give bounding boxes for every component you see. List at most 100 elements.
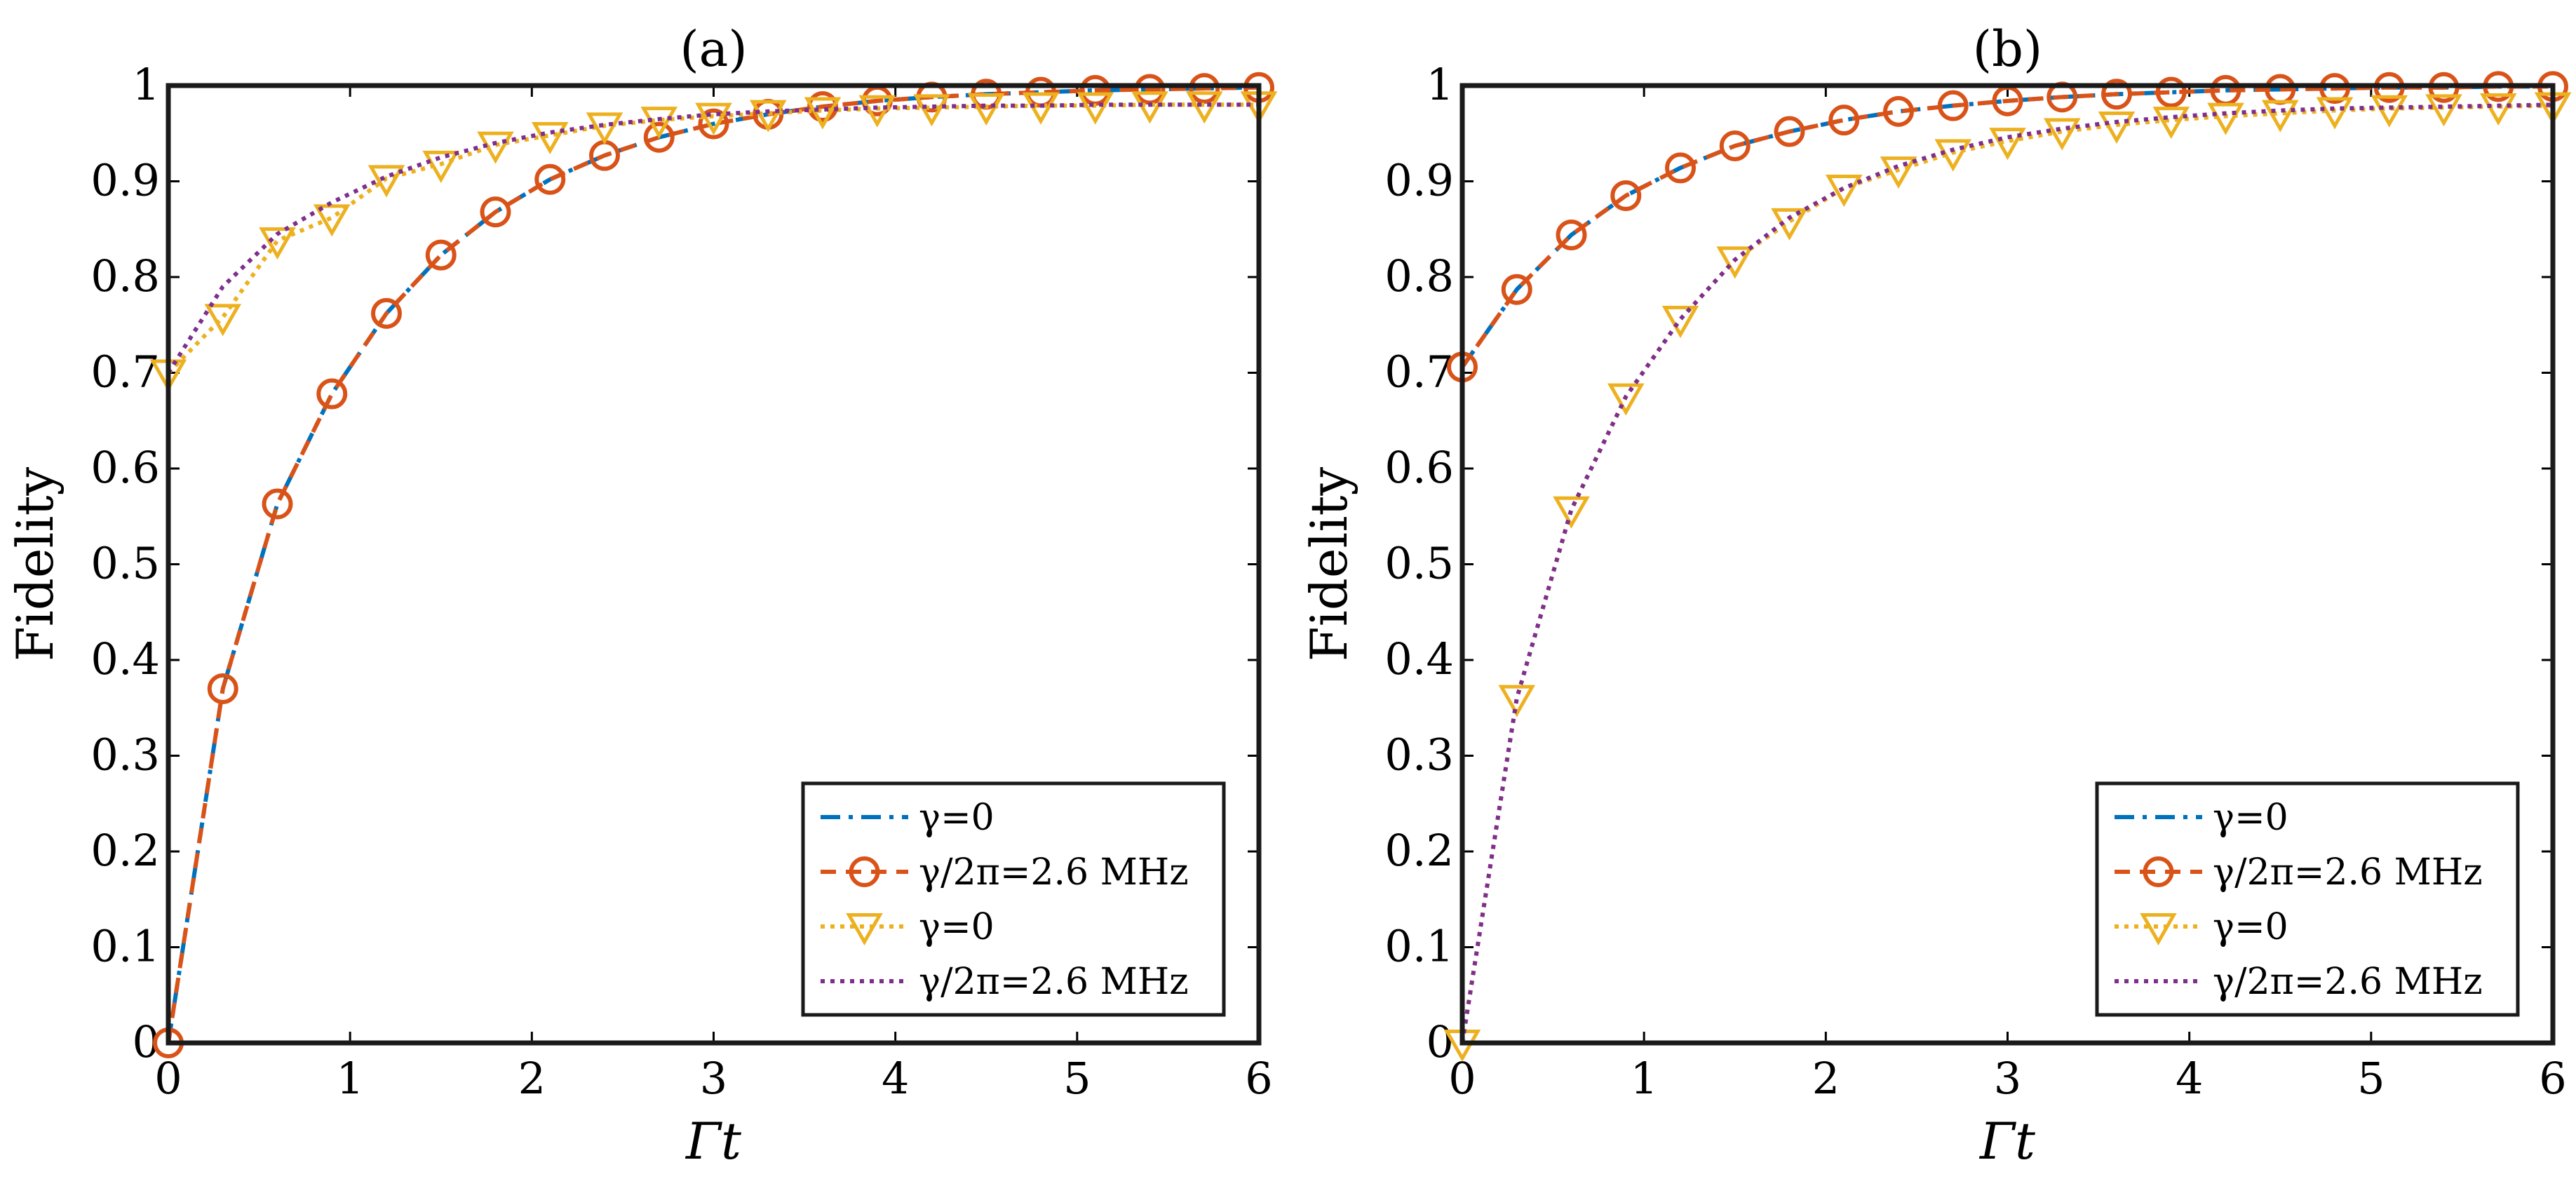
marker-triangle bbox=[1607, 383, 1645, 416]
y-tick-label: 0.2 bbox=[1384, 825, 1454, 876]
legend-marker-triangle bbox=[2140, 913, 2177, 946]
marker-triangle bbox=[422, 150, 460, 183]
marker-circle bbox=[643, 121, 675, 153]
marker-triangle bbox=[2098, 111, 2136, 144]
y-tick-label: 0.8 bbox=[90, 250, 160, 302]
legend-label-2: γ=0 bbox=[2213, 906, 2288, 948]
legend-label-0: γ=0 bbox=[2213, 797, 2288, 839]
marker-circle bbox=[1883, 95, 1914, 127]
legend-marker-triangle bbox=[846, 913, 883, 946]
y-tick-label: 0.7 bbox=[90, 346, 160, 398]
legend-label-3: γ/2π=2.6 MHz bbox=[2213, 961, 2483, 1003]
marker-triangle bbox=[749, 100, 787, 133]
y-tick-label: 0.3 bbox=[1384, 729, 1454, 781]
legend: γ=0 γ/2π=2.6 MHz γ=0 γ/2π=2.6 MHz bbox=[2095, 781, 2520, 1017]
marker-triangle bbox=[1880, 156, 1917, 189]
legend-marker-circle bbox=[849, 856, 880, 887]
marker-triangle bbox=[2425, 94, 2462, 127]
marker-circle bbox=[807, 91, 838, 123]
marker-triangle bbox=[913, 94, 950, 127]
legend-box bbox=[2095, 781, 2520, 1017]
marker-triangle bbox=[2261, 100, 2299, 133]
x-tick-label: 5 bbox=[1063, 1053, 1091, 1104]
marker-circle bbox=[698, 108, 729, 140]
legend-label-1: γ/2π=2.6 MHz bbox=[2213, 851, 2483, 894]
marker-triangle bbox=[1661, 306, 1699, 339]
marker-circle bbox=[2101, 79, 2132, 110]
y-tick-label: 0 bbox=[1427, 1016, 1454, 1067]
y-tick-label: 0.1 bbox=[1384, 921, 1454, 972]
y-tick-label: 0.4 bbox=[90, 633, 160, 685]
marker-circle bbox=[371, 297, 402, 329]
marker-circle bbox=[425, 239, 457, 271]
legend-label-1: γ/2π=2.6 MHz bbox=[919, 851, 1189, 894]
y-tick-label: 1 bbox=[1427, 59, 1454, 110]
marker-triangle bbox=[2043, 118, 2081, 151]
chart-title: (a) bbox=[680, 20, 747, 78]
marker-circle bbox=[2155, 76, 2187, 108]
axes-box bbox=[1459, 83, 2556, 1046]
x-tick-label: 3 bbox=[1994, 1053, 2021, 1104]
marker-circle bbox=[1189, 73, 1220, 105]
marker-triangle bbox=[477, 131, 514, 164]
y-tick-label: 0.9 bbox=[90, 155, 160, 206]
x-axis-label: Γt bbox=[1978, 1112, 2036, 1171]
series-line-3 bbox=[1460, 102, 2554, 1044]
marker-circle bbox=[1937, 90, 1969, 121]
y-axis-label: Fidelity bbox=[1300, 467, 1358, 662]
marker-triangle bbox=[1185, 91, 1223, 124]
marker-circle bbox=[2319, 73, 2350, 105]
marker-triangle bbox=[313, 204, 351, 237]
marker-triangle bbox=[1553, 496, 1590, 529]
marker-circle bbox=[1610, 180, 1642, 211]
marker-triangle bbox=[259, 227, 296, 260]
marker-triangle bbox=[367, 165, 405, 198]
legend-marker-circle bbox=[2143, 856, 2174, 887]
x-tick-label: 0 bbox=[154, 1053, 182, 1104]
marker-triangle bbox=[1077, 92, 1114, 125]
marker-circle bbox=[1501, 274, 1532, 305]
x-tick-label: 3 bbox=[700, 1053, 727, 1104]
y-tick-label: 0.6 bbox=[90, 442, 160, 493]
legend-label-0: γ=0 bbox=[919, 797, 994, 839]
marker-circle bbox=[480, 196, 511, 228]
x-tick-label: 2 bbox=[518, 1053, 546, 1104]
series-line-1 bbox=[166, 85, 1260, 1044]
legend-box bbox=[801, 781, 1226, 1017]
x-tick-label: 2 bbox=[1812, 1053, 1840, 1104]
marker-triangle bbox=[531, 121, 569, 155]
marker-triangle bbox=[858, 95, 896, 128]
marker-circle bbox=[1828, 105, 1860, 136]
x-tick-label: 1 bbox=[1630, 1053, 1657, 1104]
axes-box bbox=[166, 83, 1262, 1046]
series-line-2 bbox=[166, 102, 1259, 375]
marker-triangle bbox=[2316, 97, 2354, 130]
legend-label-3: γ/2π=2.6 MHz bbox=[919, 961, 1189, 1003]
marker-triangle bbox=[2371, 95, 2408, 128]
marker-triangle bbox=[1934, 139, 1972, 172]
marker-triangle bbox=[2479, 93, 2517, 126]
marker-triangle bbox=[2207, 102, 2244, 135]
marker-circle bbox=[534, 163, 566, 195]
marker-triangle bbox=[695, 102, 732, 135]
marker-circle bbox=[262, 488, 293, 520]
y-tick-label: 0.5 bbox=[90, 538, 160, 589]
y-tick-label: 0.1 bbox=[90, 921, 160, 972]
legend-label-2: γ=0 bbox=[919, 906, 994, 948]
x-axis-label: Γt bbox=[685, 1112, 742, 1171]
chart-panel-1: 0 1 2 3 4 5 600.10.20.30.40.50.60.70.80.91(b)Γ… bbox=[1300, 20, 2572, 1171]
x-tick-label: 6 bbox=[1245, 1053, 1272, 1104]
marker-triangle bbox=[1498, 685, 1536, 717]
marker-circle bbox=[1556, 219, 1587, 250]
marker-triangle bbox=[204, 304, 242, 337]
marker-triangle bbox=[2152, 107, 2190, 140]
x-tick-label: 1 bbox=[336, 1053, 363, 1104]
marker-triangle bbox=[967, 93, 1005, 126]
y-axis-label: Fidelity bbox=[6, 467, 65, 662]
marker-circle bbox=[1774, 116, 1805, 147]
x-tick-label: 6 bbox=[2539, 1053, 2566, 1104]
marker-circle bbox=[1665, 152, 1696, 184]
chart-panel-0: 0 1 2 3 4 5 600.10.20.30.40.50.60.70.80.91(a)Γ… bbox=[6, 20, 1278, 1171]
marker-circle bbox=[316, 378, 348, 410]
chart-title: (b) bbox=[1973, 20, 2042, 78]
